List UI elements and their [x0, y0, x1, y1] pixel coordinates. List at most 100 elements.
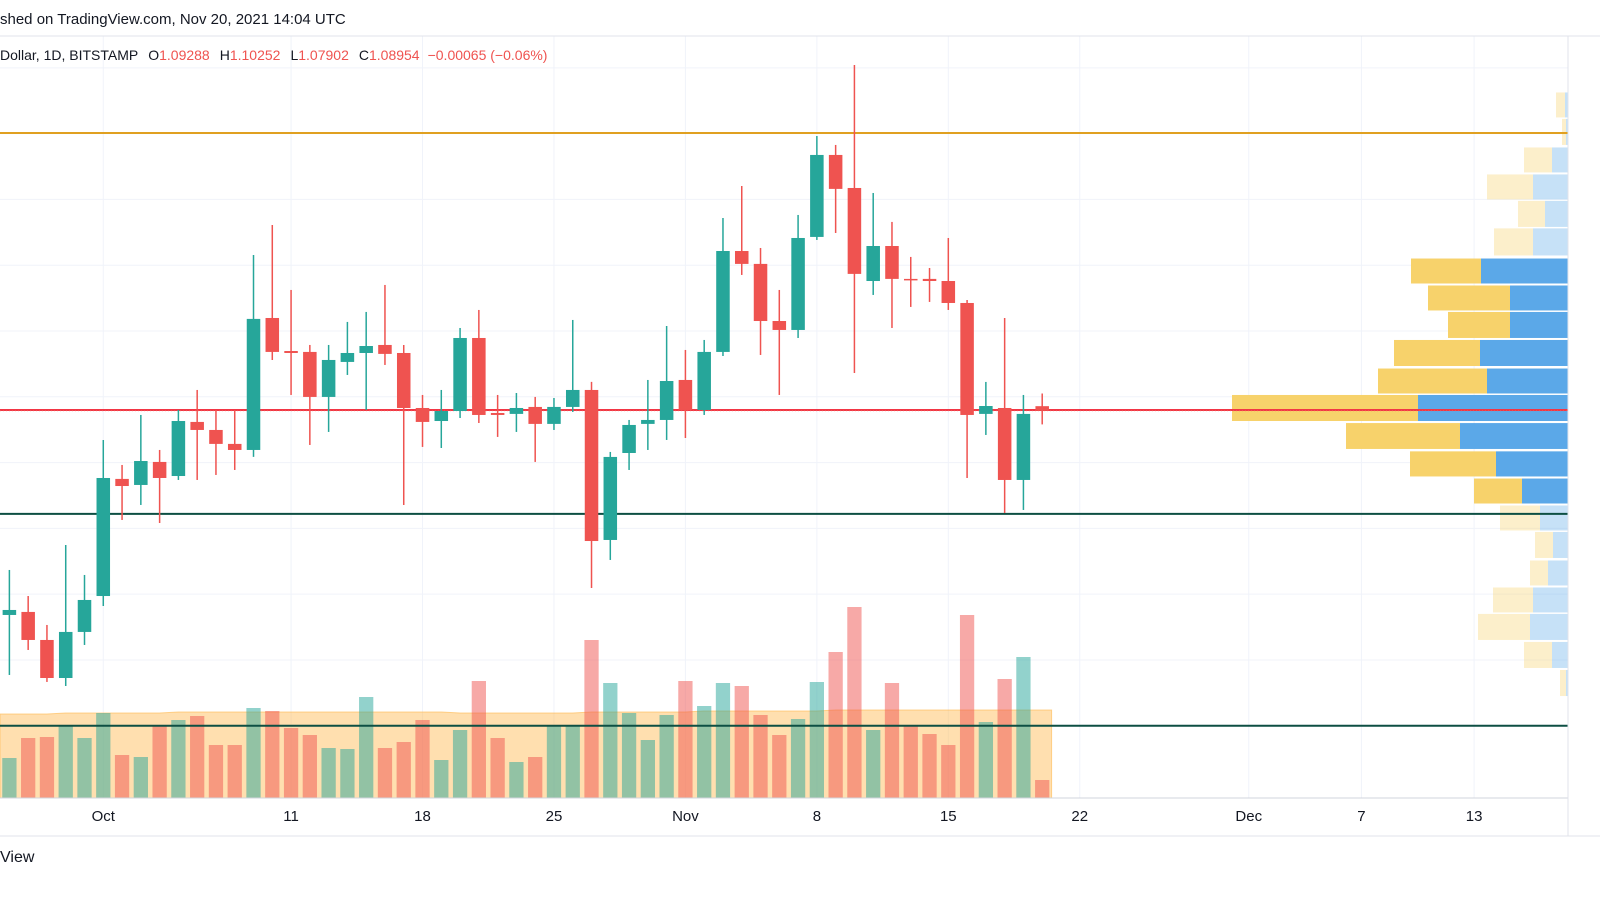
profile-down — [1496, 451, 1568, 477]
volume-bar — [190, 716, 205, 798]
volume-bar — [171, 720, 186, 798]
x-tick-label: 22 — [1071, 808, 1088, 825]
volume-profile — [1232, 92, 1568, 697]
watermark: View — [0, 849, 35, 866]
legend-letter: O — [148, 47, 159, 63]
x-tick-label: 11 — [283, 808, 299, 825]
profile-down — [1533, 587, 1568, 613]
candle-body — [472, 337, 486, 415]
volume-bar — [753, 715, 768, 798]
candle-body — [77, 599, 92, 632]
volume-bar — [546, 725, 562, 798]
profile-down — [1460, 423, 1568, 449]
volume-bar — [359, 697, 374, 798]
profile-up — [1562, 118, 1566, 145]
candle-body — [434, 411, 449, 422]
volume-bar — [377, 748, 393, 798]
volume-bar — [715, 683, 731, 798]
x-tick-label: Oct — [92, 808, 116, 825]
candle-body — [678, 379, 693, 410]
candle-body — [40, 639, 54, 678]
volume-bar — [114, 755, 130, 798]
profile-up — [1448, 311, 1510, 338]
profile-up — [1232, 394, 1418, 422]
volume-bar — [734, 686, 749, 798]
legend-letter: C — [359, 47, 369, 63]
volume-bar — [321, 748, 336, 798]
volume-bar — [903, 725, 918, 798]
x-tick-label: Nov — [672, 808, 699, 825]
legend-value: 1.10252 — [230, 47, 281, 63]
profile-up — [1524, 147, 1552, 173]
candle-body — [622, 424, 636, 453]
volume-bar — [77, 738, 92, 798]
volume-bar — [790, 719, 806, 798]
candles — [2, 64, 1049, 687]
volume-bar — [621, 713, 637, 798]
profile-down — [1545, 200, 1568, 227]
published-text: shed on TradingView.com, Nov 20, 2021 14… — [0, 11, 346, 28]
x-tick-label: 18 — [414, 808, 431, 825]
candle-body — [922, 278, 937, 282]
legend-symbol: Dollar, 1D, BITSTAMP — [0, 47, 138, 63]
candle-body — [903, 278, 918, 281]
volume-bar — [58, 725, 73, 798]
profile-down — [1533, 228, 1568, 256]
profile-down — [1480, 339, 1568, 366]
profile-up — [1428, 285, 1510, 311]
volume-bar — [490, 738, 505, 798]
legend-change: −0.00065 (−0.06%) — [428, 47, 548, 63]
profile-up — [1535, 531, 1553, 558]
candle-body — [847, 187, 862, 274]
candle-body — [960, 302, 974, 415]
volume-bar — [959, 615, 975, 798]
candle-body — [1035, 406, 1049, 411]
candle-body — [603, 456, 618, 540]
volume-bar — [265, 711, 280, 798]
volume-bar — [697, 706, 712, 798]
candle-body — [2, 609, 17, 615]
volume-bar — [302, 735, 317, 798]
candle-body — [115, 478, 129, 487]
candle-body — [378, 344, 392, 354]
x-tick-label: 25 — [546, 808, 563, 825]
profile-up — [1556, 92, 1565, 118]
candle-body — [490, 412, 505, 415]
candle-body — [209, 429, 223, 444]
horizontal-lines — [0, 131, 1568, 727]
volume-bar — [922, 734, 937, 798]
profile-up — [1493, 587, 1533, 613]
candle-body — [1016, 413, 1031, 480]
candle-body — [453, 337, 467, 412]
candle-body — [547, 406, 561, 424]
x-tick-label: Dec — [1235, 808, 1262, 825]
volume-bar — [884, 683, 900, 798]
legend-letter: H — [220, 47, 230, 63]
volume-bar — [396, 742, 411, 798]
candle-body — [584, 389, 599, 542]
candle-body — [396, 352, 411, 408]
profile-up — [1518, 200, 1545, 227]
volume-bar — [997, 679, 1012, 798]
volume-bar — [866, 730, 881, 798]
candle-body — [885, 246, 899, 279]
legend-letter: L — [290, 47, 298, 63]
volume-bar — [2, 758, 17, 798]
candle-body — [866, 246, 880, 282]
profile-up — [1494, 228, 1533, 256]
profile-down — [1522, 478, 1568, 504]
profile-up — [1378, 368, 1487, 394]
candle-body — [340, 352, 355, 362]
candle-body — [810, 154, 824, 237]
candle-body — [227, 443, 242, 450]
volume-bar — [452, 730, 468, 798]
candle-body — [734, 251, 749, 264]
volume-bar — [809, 682, 824, 798]
candle-body — [415, 407, 430, 422]
profile-down — [1481, 258, 1568, 284]
candle-body — [753, 263, 768, 322]
volume-bar — [133, 757, 148, 798]
candle-body — [941, 281, 956, 303]
